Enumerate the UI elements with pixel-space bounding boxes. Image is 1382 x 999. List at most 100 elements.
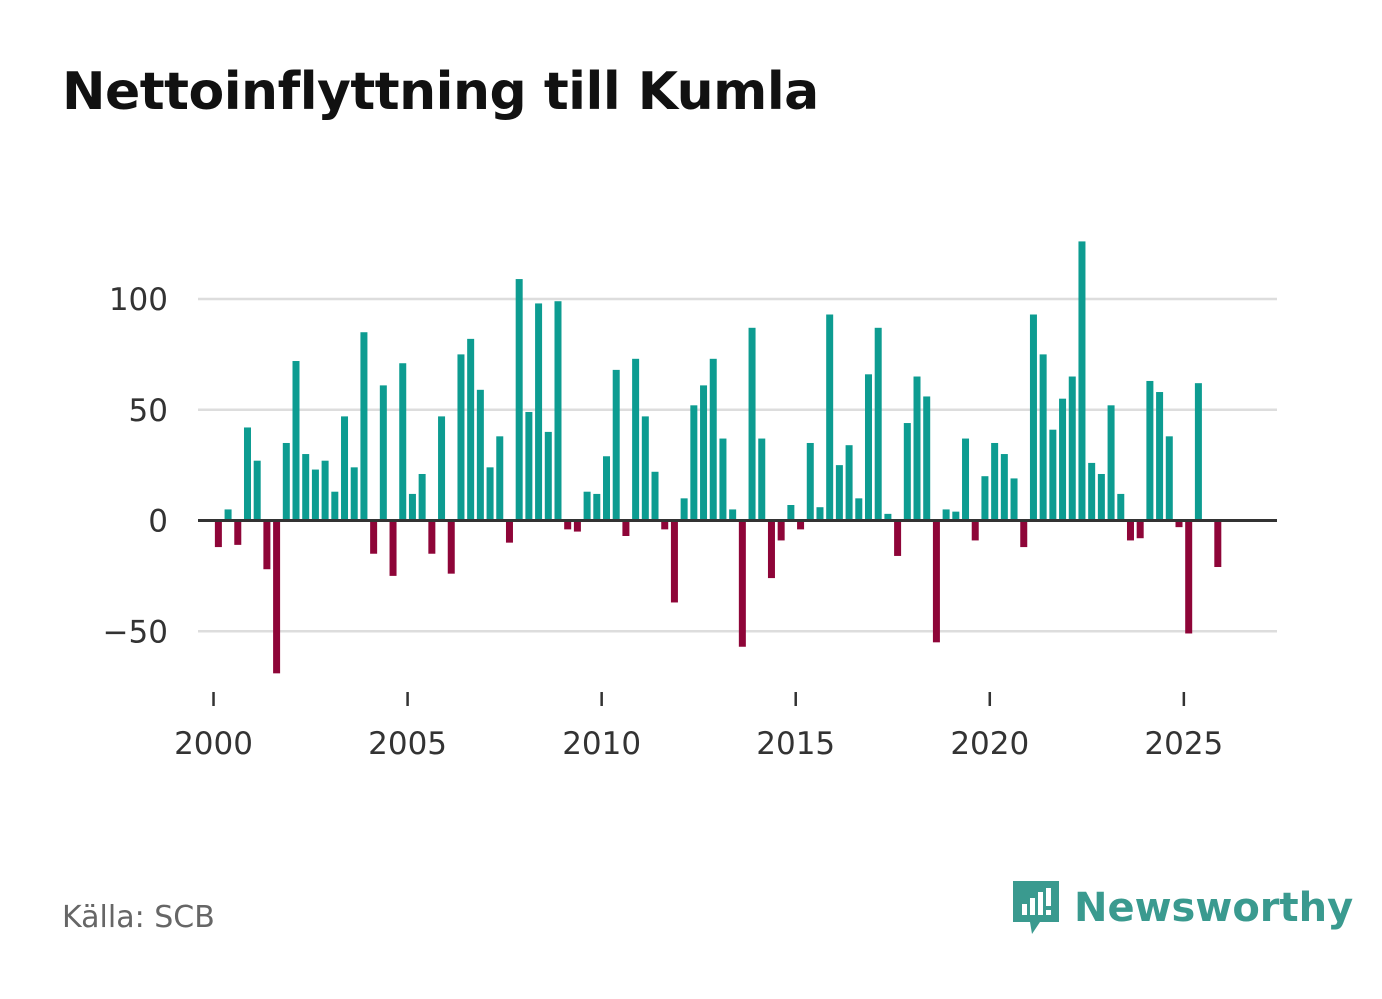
y-tick-label: 0: [148, 504, 168, 540]
bar: [428, 520, 436, 554]
bar: [311, 469, 319, 521]
bar: [767, 520, 775, 579]
y-tick-label: 100: [109, 282, 168, 318]
bar: [690, 405, 698, 521]
bar: [622, 520, 630, 536]
bar: [826, 314, 834, 521]
bar: [263, 520, 271, 570]
bar: [1000, 454, 1008, 521]
bar: [544, 431, 552, 521]
bar: [1010, 478, 1018, 521]
y-tick-label: −50: [103, 614, 168, 650]
bar: [797, 520, 805, 530]
bar: [535, 303, 543, 521]
bar: [331, 491, 339, 521]
x-tick-label: 2025: [1144, 726, 1223, 762]
bar: [942, 509, 950, 521]
bar: [253, 460, 261, 521]
bar: [292, 361, 300, 521]
bar: [418, 473, 426, 521]
bar: [447, 520, 455, 574]
newsworthy-logo-icon: [1013, 881, 1059, 934]
bar: [389, 520, 397, 576]
bar: [816, 507, 824, 521]
bar: [1020, 520, 1028, 548]
bar: [399, 363, 407, 521]
bar: [1059, 398, 1067, 521]
bar: [282, 442, 290, 521]
bar: [923, 396, 931, 521]
bar: [1175, 520, 1183, 528]
bar: [467, 338, 475, 521]
bar: [457, 354, 465, 521]
y-tick-label: 50: [129, 393, 168, 429]
bar: [593, 493, 601, 521]
bar: [835, 465, 843, 521]
bar: [1117, 493, 1125, 521]
bar: [1165, 436, 1173, 521]
gridlines: [198, 297, 1277, 633]
bar: [1156, 392, 1164, 521]
bar: [962, 438, 970, 521]
source-label: Källa: SCB: [62, 900, 215, 935]
bar: [651, 471, 659, 521]
bar: [583, 491, 591, 521]
bar: [243, 427, 251, 521]
bar: [864, 374, 872, 521]
bar: [1097, 473, 1105, 521]
bar: [1049, 429, 1057, 521]
bar: [1136, 520, 1144, 539]
bar: [874, 327, 882, 521]
brand-name: Newsworthy: [1074, 885, 1354, 931]
bar: [408, 493, 416, 521]
bar: [1185, 520, 1193, 634]
bar: [661, 520, 669, 530]
bar: [894, 520, 902, 556]
bar: [360, 332, 368, 521]
bar: [884, 513, 892, 521]
bar: [971, 520, 979, 541]
bar: [1068, 376, 1076, 521]
bar: [748, 327, 756, 521]
bar: [1107, 405, 1115, 521]
bar: [476, 389, 484, 521]
bar: [554, 301, 562, 521]
bar: [1146, 380, 1154, 521]
bar: [719, 438, 727, 521]
bar: [700, 385, 708, 521]
bar: [1126, 520, 1134, 541]
bar: [438, 416, 446, 521]
bar: [321, 460, 329, 521]
bar: [806, 442, 814, 521]
x-tick-label: 2015: [756, 726, 835, 762]
bar: [573, 520, 581, 532]
bar: [1029, 314, 1037, 521]
y-axis-tick-labels: −50 0 50 100: [103, 282, 168, 650]
bar: [603, 456, 611, 521]
bar: [496, 436, 504, 521]
bar: [738, 520, 746, 647]
bar: [991, 442, 999, 521]
bar: [214, 520, 222, 548]
x-tick-label: 2020: [950, 726, 1029, 762]
bar: [224, 509, 232, 521]
bar: [525, 411, 533, 521]
bar: [273, 520, 281, 674]
bar: [913, 376, 921, 521]
bar: [981, 476, 989, 521]
bar: [845, 445, 853, 521]
bar: [505, 520, 513, 543]
bar: [680, 498, 688, 521]
bar: [670, 520, 678, 603]
x-tick-label: 2000: [174, 726, 253, 762]
bar: [932, 520, 940, 643]
bar: [341, 416, 349, 521]
chart-title: Nettoinflyttning till Kumla: [62, 62, 819, 122]
bar: [1078, 241, 1086, 521]
newsworthy-logo[interactable]: Newsworthy: [1010, 878, 1353, 938]
bar: [855, 498, 863, 521]
bar: [486, 467, 494, 521]
bar: [234, 520, 242, 545]
bar: [564, 520, 572, 530]
